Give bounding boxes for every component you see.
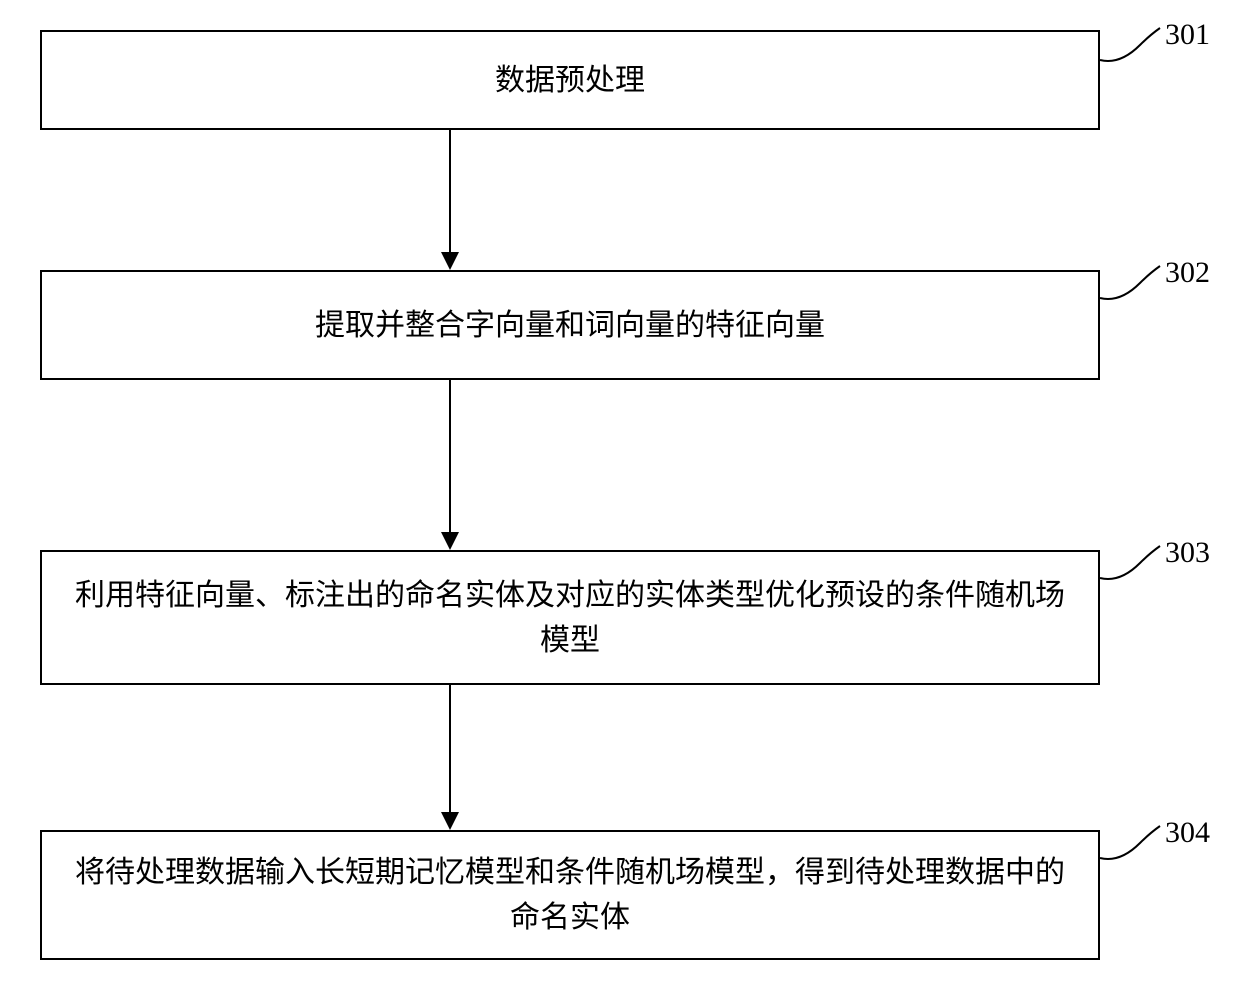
flowchart-label-301: 301 (1165, 18, 1210, 52)
flowchart-node-step4: 将待处理数据输入长短期记忆模型和条件随机场模型，得到待处理数据中的命名实体 (40, 830, 1100, 960)
flowchart-node-step2: 提取并整合字向量和词向量的特征向量 (40, 270, 1100, 380)
connector-curve-1 (1095, 20, 1165, 80)
flowchart-node-step1: 数据预处理 (40, 30, 1100, 130)
connector-curve-4 (1095, 818, 1165, 878)
flowchart-node-text: 利用特征向量、标注出的命名实体及对应的实体类型优化预设的条件随机场模型 (62, 573, 1078, 663)
connector-curve-2 (1095, 258, 1165, 318)
flowchart-node-text: 将待处理数据输入长短期记忆模型和条件随机场模型，得到待处理数据中的命名实体 (62, 850, 1078, 940)
flowchart-arrowhead-2 (441, 532, 459, 550)
connector-curve-3 (1095, 538, 1165, 598)
flowchart-node-text: 数据预处理 (495, 58, 645, 103)
flowchart-arrow-3 (449, 685, 451, 812)
flowchart-node-step3: 利用特征向量、标注出的命名实体及对应的实体类型优化预设的条件随机场模型 (40, 550, 1100, 685)
flowchart-label-303: 303 (1165, 536, 1210, 570)
flowchart-label-304: 304 (1165, 816, 1210, 850)
flowchart-container: 数据预处理 301 提取并整合字向量和词向量的特征向量 302 利用特征向量、标… (0, 0, 1240, 981)
flowchart-arrowhead-3 (441, 812, 459, 830)
flowchart-arrowhead-1 (441, 252, 459, 270)
flowchart-label-302: 302 (1165, 256, 1210, 290)
flowchart-arrow-1 (449, 130, 451, 252)
flowchart-node-text: 提取并整合字向量和词向量的特征向量 (315, 303, 825, 348)
flowchart-arrow-2 (449, 380, 451, 532)
